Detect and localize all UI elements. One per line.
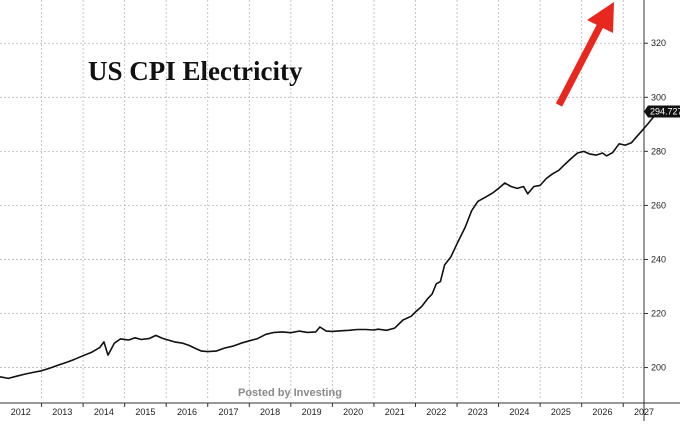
- series-layer: [0, 110, 660, 380]
- x-tick-label: 2014: [94, 407, 114, 417]
- series-line: [0, 110, 660, 380]
- x-tick-label: 2023: [468, 407, 488, 417]
- y-tick-label: 300: [651, 92, 666, 102]
- gridlines: [0, 0, 644, 400]
- last-value-label: 294.727: [650, 107, 680, 117]
- last-value-box: [644, 105, 680, 118]
- y-tick-label: 260: [651, 200, 666, 210]
- x-tick-label: 2024: [509, 407, 529, 417]
- watermark: Posted by Investing: [238, 387, 342, 399]
- y-tick-label: 200: [651, 363, 666, 373]
- y-tick-label: 220: [651, 309, 666, 319]
- last-value-marker: 294.727: [644, 105, 680, 118]
- x-tick-label: 2018: [260, 407, 280, 417]
- x-tick-label: 2013: [52, 407, 72, 417]
- x-tick-label: 2015: [135, 407, 155, 417]
- x-tick-label: 2020: [343, 407, 363, 417]
- arrow-head: [587, 2, 614, 33]
- chart-title: US CPI Electricity: [88, 56, 303, 86]
- x-tick-label: 2026: [592, 407, 612, 417]
- x-tick-label: 2017: [219, 407, 239, 417]
- x-tick-label: 2016: [177, 407, 197, 417]
- trend-arrow: [555, 2, 614, 107]
- x-tick-label: 2021: [385, 407, 405, 417]
- y-tick-label: 240: [651, 254, 666, 264]
- x-tick-label: 2022: [426, 407, 446, 417]
- y-tick-label: 320: [651, 38, 666, 48]
- x-tick-label: 2012: [11, 407, 31, 417]
- arrow-shaft: [555, 24, 604, 107]
- x-tick-label: 2025: [551, 407, 571, 417]
- x-tick-label: 2019: [302, 407, 322, 417]
- y-tick-label: 280: [651, 146, 666, 156]
